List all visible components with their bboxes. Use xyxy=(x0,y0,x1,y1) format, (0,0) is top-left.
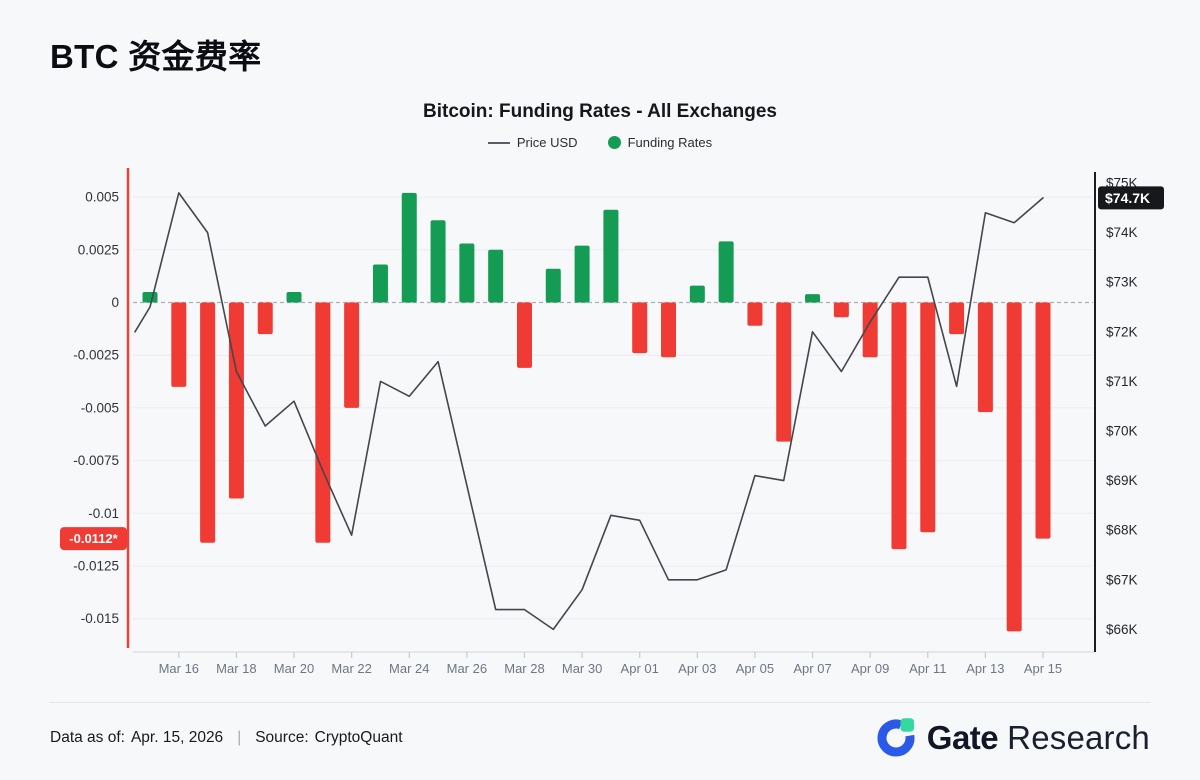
right-axis-tick-label: $73K xyxy=(1106,275,1138,290)
funding-bar xyxy=(430,220,446,303)
x-tick-label: Mar 26 xyxy=(447,661,487,676)
price-line-swatch-icon xyxy=(487,141,510,144)
funding-bar xyxy=(315,302,331,543)
x-tick-label: Mar 16 xyxy=(159,661,199,676)
funding-bar xyxy=(344,302,360,408)
funding-bar xyxy=(949,302,965,335)
funding-bar xyxy=(1035,302,1051,539)
funding-bar xyxy=(632,302,648,354)
price-line xyxy=(134,192,1044,631)
x-tick-label: Mar 24 xyxy=(389,661,429,676)
funding-current-badge xyxy=(60,527,127,551)
funding-bar xyxy=(516,302,532,368)
funding-bar xyxy=(661,302,677,358)
left-axis-tick-label: -0.0025 xyxy=(73,348,119,363)
left-axis-tick-label: -0.0125 xyxy=(73,559,119,574)
funding-bar xyxy=(200,302,216,543)
x-tick-label: Mar 28 xyxy=(504,661,544,676)
funding-bar xyxy=(603,209,619,303)
left-axis-tick-label: 0.005 xyxy=(85,190,119,205)
funding-bar xyxy=(891,302,907,550)
source-value: CryptoQuant xyxy=(314,729,403,746)
funding-current-label: -0.0112* xyxy=(69,531,118,546)
left-axis-tick-label: -0.01 xyxy=(88,506,119,521)
funding-bar xyxy=(286,291,302,303)
data-as-of-label: Data as of: xyxy=(50,729,125,746)
price-current-badge xyxy=(1098,186,1164,210)
right-axis-tick-label: $72K xyxy=(1106,324,1138,339)
right-axis-tick-label: $71K xyxy=(1106,374,1138,389)
right-axis-tick-label: $66K xyxy=(1106,622,1138,637)
right-axis-tick-label: $74K xyxy=(1106,225,1138,240)
funding-bar xyxy=(977,302,993,413)
footer: Data as of: Apr. 15, 2026 | Source: Cryp… xyxy=(50,702,1150,773)
left-axis-tick-label: -0.015 xyxy=(81,611,119,626)
funding-bar xyxy=(718,241,734,303)
brand-name-regular: Research xyxy=(1007,719,1150,756)
right-axis-tick-label: $69K xyxy=(1106,473,1138,488)
chart-legend: Price USD Funding Rates xyxy=(0,135,1200,150)
left-axis-tick-label: 0.0025 xyxy=(78,242,119,257)
legend-item-funding: Funding Rates xyxy=(607,135,713,150)
footer-meta: Data as of: Apr. 15, 2026 | Source: Cryp… xyxy=(50,729,403,747)
right-axis-tick-label: $67K xyxy=(1106,572,1138,587)
funding-bar xyxy=(257,302,273,335)
brand-name-bold: Gate xyxy=(926,719,999,756)
funding-bar xyxy=(171,302,187,387)
x-tick-label: Apr 05 xyxy=(736,661,774,676)
left-axis-tick-label: 0 xyxy=(111,295,119,310)
x-tick-label: Mar 18 xyxy=(216,661,256,676)
funding-dot-swatch-icon xyxy=(607,136,621,149)
funding-bar xyxy=(142,291,158,303)
legend-item-price: Price USD xyxy=(487,135,578,150)
x-tick-label: Mar 30 xyxy=(562,661,602,676)
x-tick-label: Apr 13 xyxy=(966,661,1004,676)
gate-research-logo: Gate Research xyxy=(874,715,1150,761)
funding-bar xyxy=(776,302,792,442)
funding-bar xyxy=(574,245,590,303)
gate-logo-mark-icon xyxy=(877,718,915,757)
left-axis-tick-label: -0.0075 xyxy=(73,453,119,468)
funding-bar xyxy=(805,294,821,303)
right-axis-tick-label: $70K xyxy=(1106,424,1138,439)
legend-funding-label: Funding Rates xyxy=(627,135,713,150)
x-tick-label: Apr 03 xyxy=(678,661,716,676)
funding-bar xyxy=(1006,302,1022,632)
funding-bar xyxy=(459,243,475,303)
source-label: Source: xyxy=(255,729,309,746)
price-current-label: $74.7K xyxy=(1105,190,1150,206)
page-title: BTC 资金费率 xyxy=(50,38,262,75)
funding-bar xyxy=(372,264,388,303)
chart-title: Bitcoin: Funding Rates - All Exchanges xyxy=(423,101,777,122)
x-tick-label: Apr 11 xyxy=(909,661,946,676)
x-tick-label: Apr 07 xyxy=(793,661,831,676)
funding-bar xyxy=(228,302,244,499)
funding-bar xyxy=(920,302,936,533)
footer-separator: | xyxy=(237,729,242,746)
funding-bar xyxy=(488,249,504,303)
funding-bar xyxy=(545,268,561,303)
x-tick-label: Apr 09 xyxy=(851,661,889,676)
x-tick-label: Apr 01 xyxy=(621,661,659,676)
funding-bar xyxy=(689,285,705,303)
x-tick-label: Mar 20 xyxy=(274,661,314,676)
funding-bar xyxy=(833,302,849,318)
funding-bar xyxy=(401,192,417,303)
left-axis-tick-label: -0.005 xyxy=(81,400,119,415)
data-as-of-value: Apr. 15, 2026 xyxy=(130,729,224,746)
x-tick-label: Apr 15 xyxy=(1024,661,1062,676)
legend-price-label: Price USD xyxy=(516,135,578,150)
x-tick-label: Mar 22 xyxy=(331,661,371,676)
funding-bar xyxy=(747,302,763,326)
right-axis-tick-label: $68K xyxy=(1106,523,1138,538)
